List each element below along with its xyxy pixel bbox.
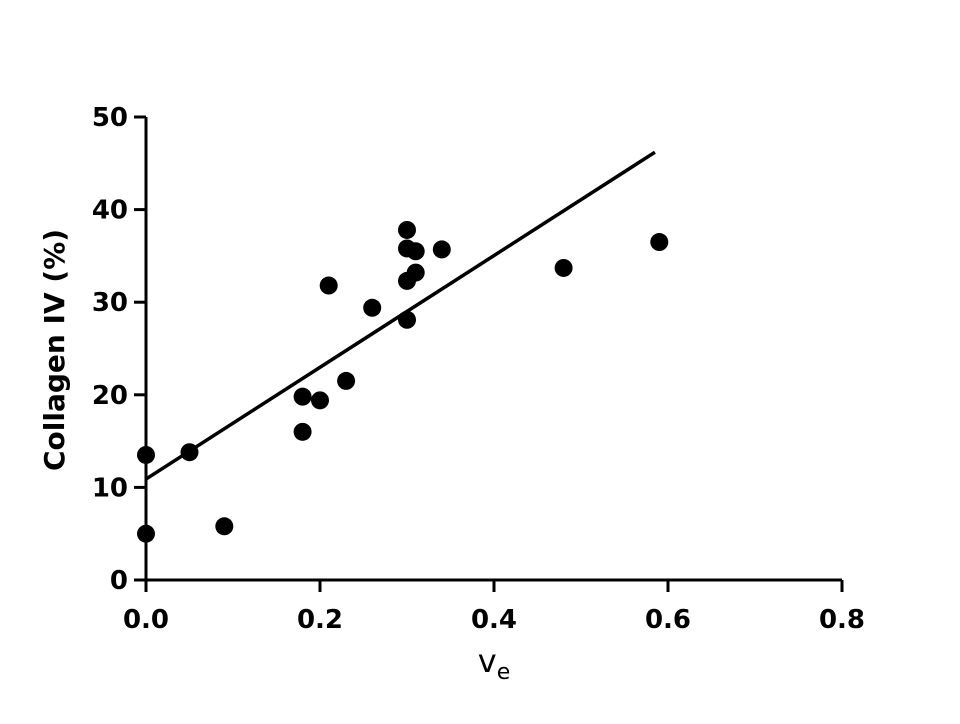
x-axis-title-subscript: e — [497, 660, 511, 685]
data-points — [137, 220, 669, 543]
data-point — [311, 391, 329, 410]
data-point — [137, 445, 155, 464]
y-tick-label: 0 — [110, 566, 128, 596]
data-point — [363, 298, 382, 317]
data-point — [319, 276, 338, 295]
x-axis-title: ve — [478, 642, 510, 685]
data-point — [293, 422, 312, 441]
x-tick-label: 0.0 — [123, 605, 169, 635]
x-tick-label: 0.2 — [297, 605, 343, 635]
x-tick-label: 0.8 — [819, 605, 865, 635]
tick-labels: 0 10 20 30 40 50 0.0 0.2 0.4 0.6 0.8 — [92, 103, 865, 635]
x-tick-label: 0.6 — [645, 605, 691, 635]
data-point — [337, 371, 356, 390]
data-point — [180, 443, 199, 462]
data-point — [554, 258, 573, 277]
y-tick-label: 30 — [92, 288, 128, 318]
y-tick-label: 20 — [92, 381, 128, 411]
data-point — [432, 240, 451, 259]
y-axis-title: Collagen IV (%) — [38, 229, 71, 471]
data-point — [406, 263, 425, 282]
data-point — [137, 524, 155, 543]
x-axis-title-main: v — [478, 642, 497, 680]
data-point — [406, 242, 425, 261]
data-point — [293, 387, 312, 406]
data-point — [398, 310, 416, 329]
data-point — [215, 517, 234, 536]
y-tick-label: 40 — [92, 196, 128, 226]
data-point — [398, 220, 416, 239]
axes — [134, 115, 844, 592]
data-point — [650, 233, 669, 252]
y-tick-label: 50 — [92, 103, 128, 133]
x-tick-label: 0.4 — [471, 605, 517, 635]
y-tick-label: 10 — [92, 473, 128, 503]
